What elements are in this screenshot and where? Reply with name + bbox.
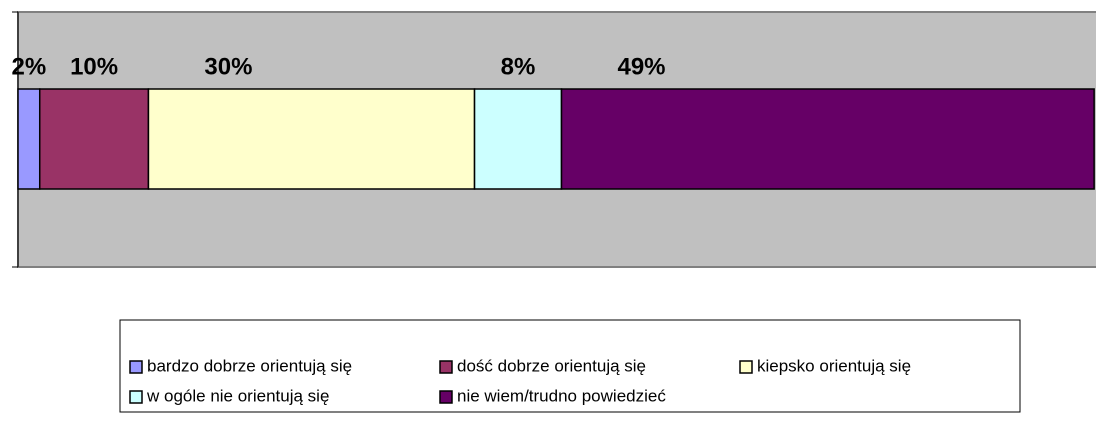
legend-label: nie wiem/trudno powiedzieć: [457, 386, 666, 405]
legend-swatch: [129, 390, 143, 404]
legend-swatch: [439, 390, 453, 404]
bar-segment: [147, 88, 476, 190]
legend-box: [119, 319, 1021, 413]
bar-segment: [17, 88, 41, 190]
legend-label: dość dobrze orientują się: [457, 356, 646, 375]
legend-swatch: [439, 360, 453, 374]
legend-label: bardzo dobrze orientują się: [147, 356, 352, 375]
legend-swatch: [739, 360, 753, 374]
value-label: 30%: [204, 53, 252, 80]
bar-segment: [38, 88, 150, 190]
value-label: 10%: [70, 53, 118, 80]
value-label: 49%: [617, 53, 665, 80]
legend-label: kiepsko orientują się: [757, 356, 911, 375]
bar-segment: [473, 88, 563, 190]
legend-swatch: [129, 360, 143, 374]
legend-label: w ogóle nie orientują się: [146, 386, 329, 405]
value-label: 2%: [12, 53, 47, 80]
value-label: 8%: [501, 53, 536, 80]
bar-segment: [560, 88, 1095, 190]
